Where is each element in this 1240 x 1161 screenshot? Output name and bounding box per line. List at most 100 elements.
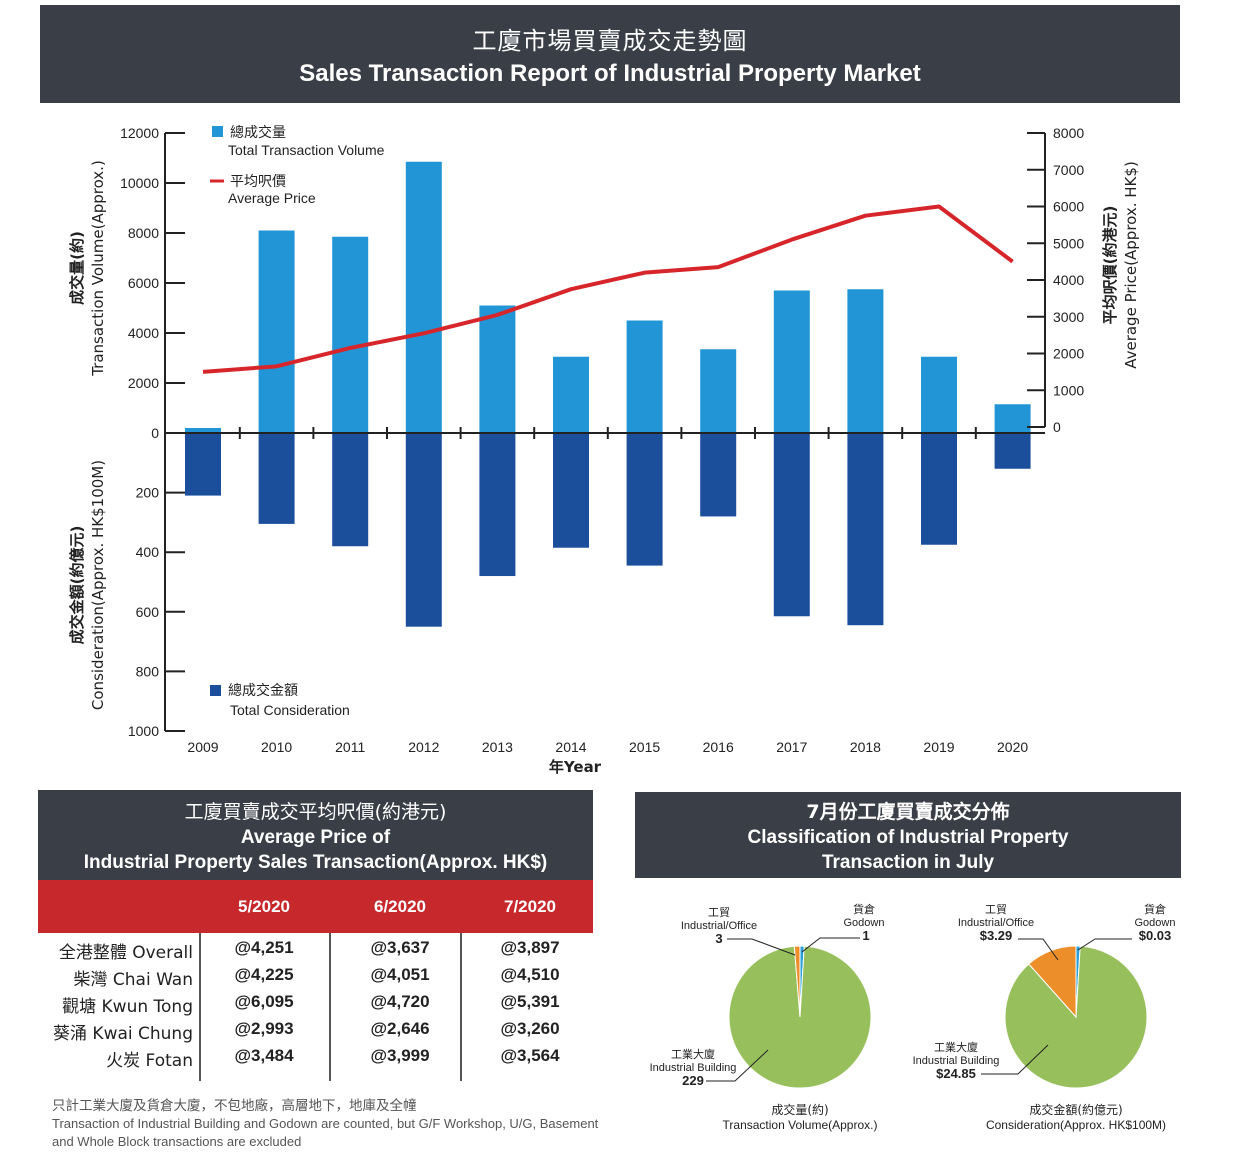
consideration-bar [847, 433, 884, 626]
left-tick-label: 200 [136, 485, 160, 501]
left-tick-label: 1000 [128, 723, 159, 739]
legend-label: Total Consideration [230, 702, 350, 718]
x-tick-label: 2018 [850, 739, 881, 755]
volume-bar [626, 320, 663, 433]
price-cell: @4,720 [370, 992, 430, 1011]
left-tick-label: 8000 [128, 225, 159, 241]
volume-bar [405, 161, 442, 433]
consideration-bar [332, 433, 369, 547]
right-axis-title-zh: 平均呎價(約港元) [1101, 206, 1119, 325]
slice-value: 3 [715, 931, 722, 946]
x-tick-label: 2014 [555, 739, 586, 755]
left-tick-label: 800 [136, 663, 160, 679]
left-axis-title-en: Transaction Volume(Approx.) [89, 160, 107, 377]
consideration-bar [258, 433, 295, 524]
price-cell: @2,646 [370, 1019, 430, 1038]
slice-value: 229 [682, 1073, 704, 1088]
volume-bar [921, 356, 957, 433]
pie-subtitle: Transaction Volume(Approx.) [723, 1118, 878, 1132]
slice-leader-line [1018, 938, 1059, 961]
column-header: 5/2020 [238, 897, 290, 916]
price-cell: @3,637 [370, 938, 430, 957]
volume-bar [258, 230, 295, 433]
location-cell: 柴灣 Chai Wan [73, 970, 193, 990]
left-tick-label: 4000 [128, 325, 159, 341]
volume-bar [332, 236, 369, 433]
slice-label-zh: 貨倉 [1144, 902, 1166, 916]
pie-section-title-en-2: Transaction in July [821, 852, 995, 873]
transaction-chart: 1200010000800060004000200002004006008001… [68, 124, 1140, 776]
volume-bar [553, 356, 589, 433]
volume-bar [700, 349, 737, 433]
pie-section-banner: 7月份工廈買賣成交分佈 Classification of Industrial… [635, 792, 1181, 878]
price-cell: @4,251 [234, 938, 294, 957]
right-tick-label: 7000 [1053, 162, 1084, 178]
right-tick-label: 4000 [1053, 272, 1084, 288]
x-tick-label: 2016 [703, 739, 734, 755]
slice-value: $24.85 [936, 1066, 976, 1081]
price-cell: @3,260 [500, 1019, 560, 1038]
legend-label: Average Price [228, 190, 316, 206]
right-tick-label: 1000 [1053, 382, 1084, 398]
table-divider [199, 933, 201, 1081]
price-table-title-en-2: Industrial Property Sales Transaction(Ap… [83, 852, 548, 873]
footnote-zh: 只計工業大廈及貨倉大廈，不包地廠，高層地下，地庫及全幢 [52, 1098, 417, 1114]
consideration-bar [553, 433, 589, 548]
x-tick-label: 2020 [997, 739, 1028, 755]
slice-label-zh: 工貿 [708, 906, 730, 919]
column-header: 7/2020 [504, 897, 556, 916]
left-axis-bottom-title-zh: 成交金額(約億元) [68, 526, 86, 645]
consideration-bar [626, 433, 663, 566]
table-row: 觀塘 Kwun Tong @6,095 @4,720 @5,391 [38, 987, 593, 1017]
slice-leader-line [727, 938, 796, 956]
chart-title-zh: 工廈市場買賣成交走勢圖 [472, 27, 748, 55]
volume-bar [773, 290, 810, 433]
price-table-title-en-1: Average Price of [240, 827, 391, 848]
x-axis-title: 年Year [549, 758, 602, 776]
table-row: 火炭 Fotan @3,484 @3,999 @3,564 [38, 1041, 593, 1071]
chart-title-en: Sales Transaction Report of Industrial P… [299, 60, 921, 87]
chart-title-banner: 工廈市場買賣成交走勢圖 Sales Transaction Report of … [40, 5, 1180, 103]
price-cell: @6,095 [234, 992, 294, 1011]
table-row: 全港整體 Overall @4,251 @3,637 @3,897 [38, 933, 593, 963]
slice-label: Godown [1135, 917, 1176, 929]
left-tick-label: 400 [136, 544, 160, 560]
legend-label-zh: 總成交量 [230, 124, 286, 141]
pie-charts: 工貿Industrial/Office3貨倉Godown1工業大廈Industr… [650, 902, 1176, 1132]
legend-label-zh: 總成交金額 [228, 682, 298, 699]
price-cell: @3,564 [500, 1046, 560, 1065]
x-tick-label: 2012 [408, 739, 439, 755]
table-divider [460, 933, 462, 1081]
table-row: 柴灣 Chai Wan @4,225 @4,051 @4,510 [38, 960, 593, 990]
x-tick-label: 2017 [776, 739, 807, 755]
slice-label: Industrial Building [913, 1055, 1000, 1067]
price-table-banner: 工廈買賣成交平均呎價(約港元) Average Price of Industr… [38, 790, 593, 880]
volume-bar [185, 428, 221, 433]
pie-section-title-zh: 7月份工廈買賣成交分佈 [806, 801, 1010, 823]
legend-swatch-consideration [210, 685, 221, 696]
x-tick-label: 2019 [923, 739, 954, 755]
right-tick-label: 6000 [1053, 199, 1084, 215]
consideration-bar [405, 433, 442, 627]
pie-subtitle: Consideration(Approx. HK$100M) [986, 1118, 1166, 1132]
legend-swatch-volume [212, 126, 223, 137]
right-tick-label: 5000 [1053, 235, 1084, 251]
volume-bar [994, 404, 1031, 433]
pie-section-title-en-1: Classification of Industrial Property [747, 827, 1069, 848]
footnote-en: Transaction of Industrial Building and G… [52, 1116, 599, 1149]
price-cell: @4,051 [370, 965, 430, 984]
volume-bar [479, 305, 516, 433]
pie-title: 成交量(約) [771, 1102, 828, 1117]
pie-slice [793, 945, 801, 1018]
consideration-bar [185, 433, 221, 496]
left-tick-label: 600 [136, 604, 160, 620]
price-cell: @3,484 [234, 1046, 294, 1065]
right-axis-title-en: Average Price(Approx. HK$) [1122, 161, 1140, 369]
price-cell: @2,993 [234, 1019, 294, 1038]
x-tick-label: 2009 [187, 739, 218, 755]
left-tick-label: 6000 [128, 275, 159, 291]
consideration-bar [994, 433, 1031, 469]
right-tick-label: 8000 [1053, 125, 1084, 141]
slice-label: Industrial/Office [681, 920, 757, 932]
slice-label-zh: 貨倉 [853, 902, 875, 916]
